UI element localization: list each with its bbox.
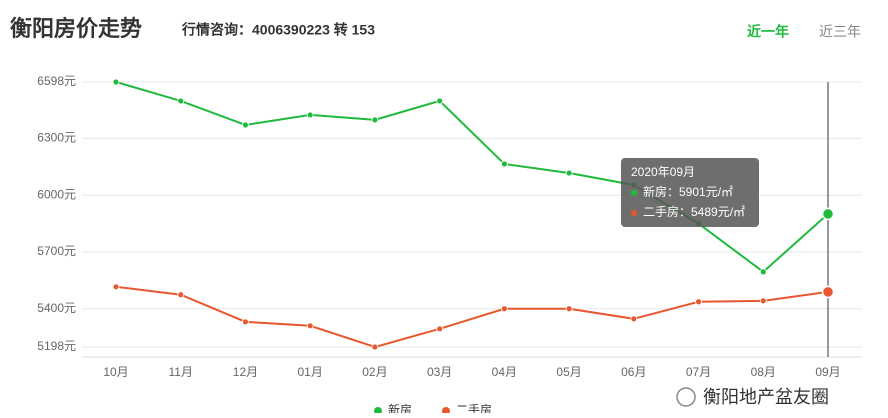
point xyxy=(371,343,379,351)
x-tick-label: 01月 xyxy=(298,365,323,379)
tooltip-box xyxy=(621,158,759,227)
point xyxy=(630,315,638,323)
watermark-icon xyxy=(676,387,696,407)
x-tick-label: 05月 xyxy=(556,365,581,379)
point xyxy=(112,78,120,86)
x-tick-label: 11月 xyxy=(168,365,192,379)
point xyxy=(306,111,314,119)
y-tick-label: 5400元 xyxy=(37,301,76,315)
x-tick-label: 03月 xyxy=(427,365,452,379)
y-tick-label: 6300元 xyxy=(37,131,76,145)
point xyxy=(821,207,835,221)
tooltip-line: 新房：5901元/㎡ xyxy=(643,184,733,199)
point xyxy=(695,298,702,306)
x-tick-label: 04月 xyxy=(492,365,517,379)
tooltip-marker xyxy=(631,190,637,196)
point xyxy=(306,322,314,330)
point xyxy=(177,291,185,299)
point xyxy=(112,283,120,291)
point xyxy=(436,325,444,333)
point xyxy=(565,169,573,177)
y-tick-label: 5198元 xyxy=(37,339,76,353)
tab[interactable]: 近三年 xyxy=(819,24,861,40)
legend-label: 二手房 xyxy=(456,402,492,413)
y-tick-label: 5700元 xyxy=(37,244,76,258)
x-tick-label: 12月 xyxy=(233,365,258,379)
tooltip-marker xyxy=(631,210,637,216)
point xyxy=(500,160,508,168)
point xyxy=(565,305,573,313)
point xyxy=(242,121,249,129)
x-tick-label: 10月 xyxy=(103,365,128,379)
x-tick-label: 07月 xyxy=(686,365,711,379)
point xyxy=(242,318,249,326)
x-tick-label: 06月 xyxy=(621,365,646,379)
point xyxy=(821,285,835,299)
point xyxy=(371,116,379,124)
y-tick-label: 6598元 xyxy=(37,74,76,88)
point xyxy=(759,297,767,305)
tab[interactable]: 近一年 xyxy=(747,24,789,40)
legend-marker xyxy=(442,407,450,415)
point xyxy=(500,305,508,313)
tooltip-title: 2020年09月 xyxy=(631,165,695,179)
x-tick-label: 09月 xyxy=(815,365,840,379)
watermark: 衡阳地产盆友圈 xyxy=(703,387,829,407)
series-line xyxy=(115,81,829,274)
tooltip-line: 二手房：5489元/㎡ xyxy=(643,204,745,219)
y-tick-label: 6000元 xyxy=(37,187,76,201)
point xyxy=(759,268,767,276)
x-tick-label: 08月 xyxy=(751,365,776,379)
legend-marker xyxy=(374,407,382,415)
hotline: 行情咨询：4006390223 转 153 xyxy=(181,22,375,38)
point xyxy=(177,97,185,105)
title: 衡阳房价走势 xyxy=(10,16,142,41)
x-tick-label: 02月 xyxy=(362,365,387,379)
point xyxy=(436,97,444,105)
legend-label: 新房 xyxy=(388,402,412,413)
series-line xyxy=(115,285,829,349)
